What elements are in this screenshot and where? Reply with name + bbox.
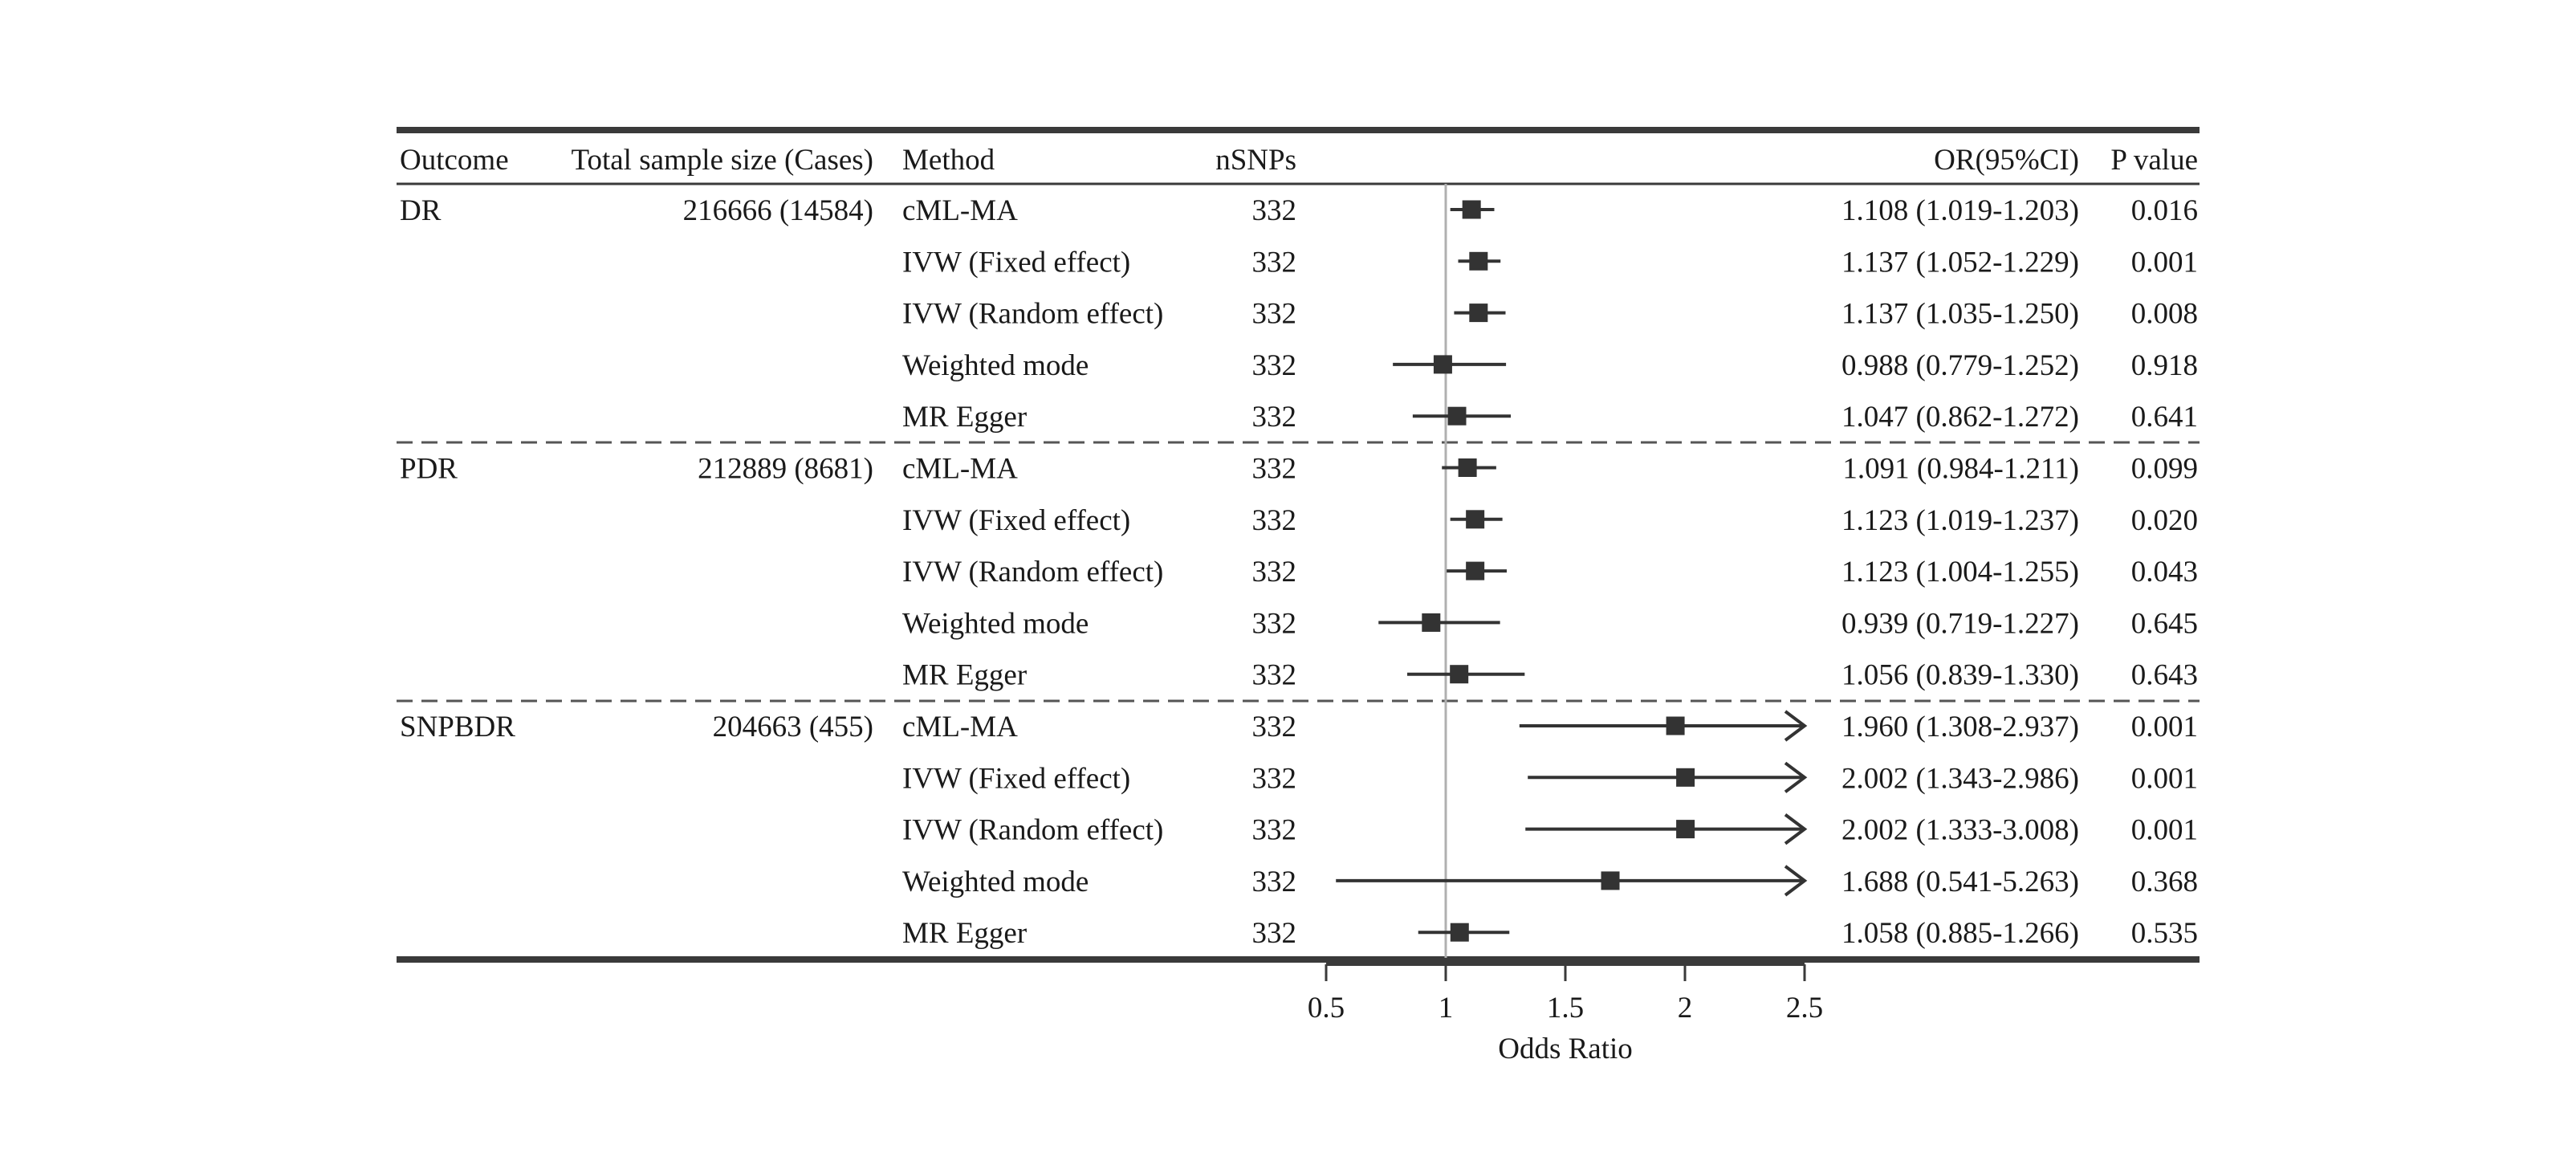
nsnps-value: 332 — [1252, 711, 1297, 743]
point-estimate — [1676, 768, 1695, 787]
or-ci-value: 0.939 (0.719-1.227) — [1841, 607, 2079, 640]
or-ci-value: 1.108 (1.019-1.203) — [1841, 194, 2079, 227]
header-method: Method — [902, 144, 995, 177]
sample-size-label: 212889 (8681) — [698, 453, 873, 486]
p-value: 0.016 — [2131, 194, 2198, 227]
method-label: MR Egger — [902, 401, 1027, 434]
outcome-label: PDR — [400, 453, 458, 486]
point-estimate — [1601, 871, 1620, 890]
point-estimate — [1458, 458, 1477, 477]
nsnps-value: 332 — [1252, 401, 1297, 434]
method-label: IVW (Random effect) — [902, 556, 1163, 589]
ci-arrow — [1784, 865, 1808, 897]
p-value: 0.043 — [2131, 556, 2198, 589]
p-value: 0.368 — [2131, 866, 2198, 898]
outcome-label: SNPBDR — [400, 711, 515, 743]
nsnps-value: 332 — [1252, 762, 1297, 795]
sample-size-label: 216666 (14584) — [683, 194, 873, 227]
p-value: 0.001 — [2131, 711, 2198, 743]
header-p-value: P value — [2110, 144, 2198, 177]
method-label: cML-MA — [902, 194, 1018, 227]
point-estimate — [1469, 303, 1488, 323]
point-estimate — [1469, 251, 1488, 271]
method-label: IVW (Fixed effect) — [902, 504, 1130, 537]
x-tick-label: 1 — [1439, 992, 1454, 1025]
method-label: MR Egger — [902, 917, 1027, 950]
point-estimate — [1422, 613, 1441, 632]
method-label: cML-MA — [902, 453, 1018, 486]
or-ci-value: 2.002 (1.343-2.986) — [1841, 762, 2079, 795]
header-nsnps: nSNPs — [1215, 144, 1296, 177]
nsnps-value: 332 — [1252, 246, 1297, 279]
x-tick-label: 1.5 — [1547, 992, 1584, 1025]
nsnps-value: 332 — [1252, 298, 1297, 331]
method-label: MR Egger — [902, 659, 1027, 692]
point-estimate — [1666, 716, 1685, 735]
p-value: 0.535 — [2131, 917, 2198, 950]
x-tick-label: 2.5 — [1786, 992, 1823, 1025]
method-label: Weighted mode — [902, 866, 1089, 898]
x-axis-label: Odds Ratio — [1498, 1033, 1633, 1065]
point-estimate — [1466, 561, 1485, 580]
p-value: 0.001 — [2131, 762, 2198, 795]
point-estimate — [1450, 665, 1469, 684]
or-ci-value: 1.123 (1.004-1.255) — [1841, 556, 2079, 589]
p-value: 0.099 — [2131, 453, 2198, 486]
p-value: 0.001 — [2131, 814, 2198, 847]
header-outcome: Outcome — [400, 144, 509, 177]
or-ci-value: 1.960 (1.308-2.937) — [1841, 711, 2079, 743]
x-tick-label: 2 — [1678, 992, 1693, 1025]
p-value: 0.008 — [2131, 298, 2198, 331]
nsnps-value: 332 — [1252, 194, 1297, 227]
or-ci-value: 1.137 (1.052-1.229) — [1841, 246, 2079, 279]
p-value: 0.918 — [2131, 349, 2198, 382]
outcome-label: DR — [400, 194, 442, 227]
ci-arrow — [1784, 813, 1808, 845]
or-ci-value: 1.123 (1.019-1.237) — [1841, 504, 2079, 537]
header-or-ci: OR(95%CI) — [1934, 144, 2079, 177]
or-ci-value: 0.988 (0.779-1.252) — [1841, 349, 2079, 382]
nsnps-value: 332 — [1252, 556, 1297, 589]
method-label: IVW (Fixed effect) — [902, 246, 1130, 279]
ci-arrow — [1784, 710, 1808, 742]
point-estimate — [1450, 923, 1469, 942]
or-ci-value: 2.002 (1.333-3.008) — [1841, 814, 2079, 847]
p-value: 0.001 — [2131, 246, 2198, 279]
nsnps-value: 332 — [1252, 814, 1297, 847]
nsnps-value: 332 — [1252, 504, 1297, 537]
sample-size-label: 204663 (455) — [713, 711, 873, 743]
point-estimate — [1676, 820, 1695, 839]
point-estimate — [1447, 406, 1467, 426]
p-value: 0.643 — [2131, 659, 2198, 692]
nsnps-value: 332 — [1252, 659, 1297, 692]
nsnps-value: 332 — [1252, 607, 1297, 640]
p-value: 0.645 — [2131, 607, 2198, 640]
point-estimate — [1462, 200, 1481, 219]
or-ci-value: 1.137 (1.035-1.250) — [1841, 298, 2079, 331]
or-ci-value: 1.091 (0.984-1.211) — [1842, 453, 2079, 486]
or-ci-value: 1.688 (0.541-5.263) — [1841, 866, 2079, 898]
or-ci-value: 1.047 (0.862-1.272) — [1841, 401, 2079, 434]
p-value: 0.641 — [2131, 401, 2198, 434]
point-estimate — [1433, 355, 1452, 374]
method-label: IVW (Random effect) — [902, 814, 1163, 847]
point-estimate — [1466, 510, 1485, 529]
method-label: Weighted mode — [902, 349, 1089, 382]
ci-arrow — [1784, 761, 1808, 793]
nsnps-value: 332 — [1252, 866, 1297, 898]
p-value: 0.020 — [2131, 504, 2198, 537]
nsnps-value: 332 — [1252, 349, 1297, 382]
nsnps-value: 332 — [1252, 917, 1297, 950]
or-ci-value: 1.056 (0.839-1.330) — [1841, 659, 2079, 692]
or-ci-value: 1.058 (0.885-1.266) — [1841, 917, 2079, 950]
method-label: cML-MA — [902, 711, 1018, 743]
nsnps-value: 332 — [1252, 453, 1297, 486]
method-label: IVW (Random effect) — [902, 298, 1163, 331]
header-sample-size: Total sample size (Cases) — [571, 144, 873, 177]
x-tick-label: 0.5 — [1308, 992, 1345, 1025]
method-label: Weighted mode — [902, 607, 1089, 640]
method-label: IVW (Fixed effect) — [902, 762, 1130, 795]
